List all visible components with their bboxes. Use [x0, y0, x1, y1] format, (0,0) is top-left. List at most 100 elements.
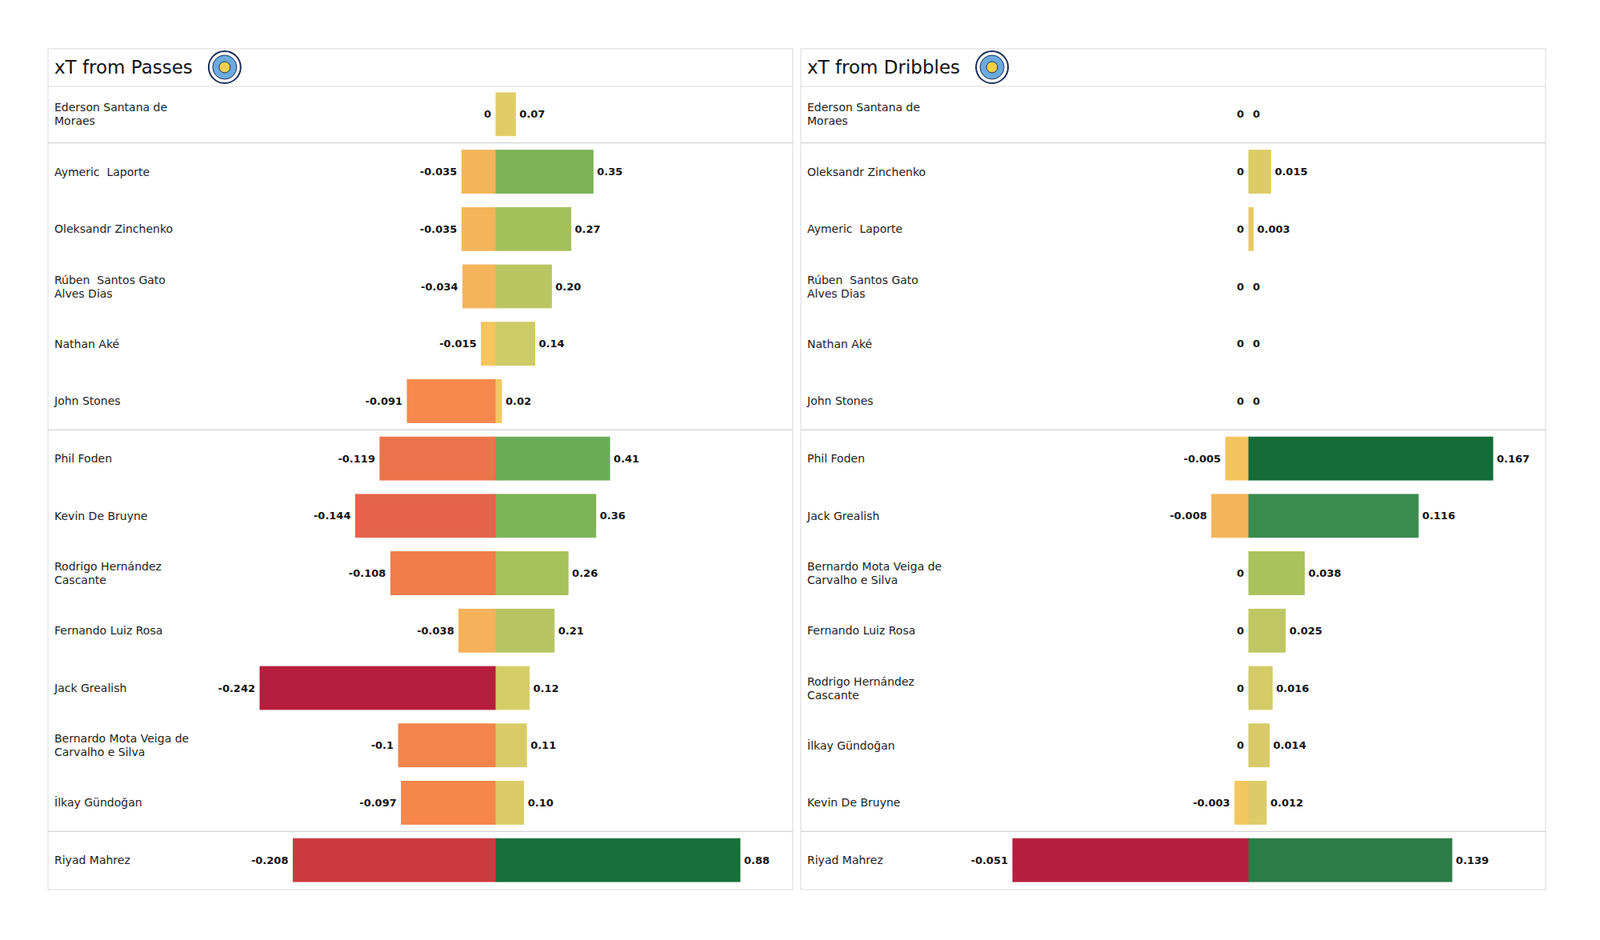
group-divider	[48, 429, 793, 431]
bar	[496, 838, 740, 882]
data-label: 0	[1236, 682, 1244, 695]
category-label: Bernardo Mota Veiga deCarvalho e Silva	[54, 732, 189, 759]
group-divider	[48, 831, 793, 832]
category-label-line: Kevin De Bruyne	[807, 796, 900, 809]
data-label: -0.035	[420, 223, 458, 236]
category-label: Aymeric Laporte	[54, 165, 150, 179]
category-label: Nathan Aké	[54, 337, 120, 351]
data-label: 0	[1236, 108, 1244, 120]
category-label-line: Rodrigo Hernández	[807, 675, 915, 688]
data-labels: 000000-0.005-0.0080000-0.003-0.05100.015…	[970, 108, 1530, 866]
data-label: 0.012	[1270, 796, 1304, 809]
bar	[1248, 92, 1250, 136]
data-label: 0	[1236, 337, 1244, 350]
category-label-line: Ederson Santana de	[807, 100, 920, 114]
data-label: 0	[1252, 395, 1260, 408]
category-label-line: Riyad Mahrez	[807, 853, 884, 867]
group-divider	[48, 142, 793, 144]
category-label-line: Nathan Aké	[54, 337, 120, 351]
data-label: 0.35	[596, 165, 623, 178]
bar	[496, 552, 568, 596]
bar	[260, 666, 496, 710]
bar	[1248, 380, 1250, 424]
bar	[461, 150, 496, 194]
category-label-line: Rúben Santos Gato	[807, 273, 919, 287]
title-divider	[800, 86, 1546, 88]
category-label: İlkay Gündoğan	[54, 795, 143, 809]
category-label: Oleksandr Zinchenko	[54, 222, 173, 236]
category-label: Phil Foden	[54, 452, 112, 465]
bar	[1248, 838, 1452, 882]
club-crest	[976, 51, 1008, 84]
title-divider	[48, 86, 793, 88]
category-label-line: Jack Grealish	[806, 509, 880, 523]
crest-core	[212, 55, 237, 80]
category-label-line: Aymeric Laporte	[807, 222, 903, 236]
category-label-line: Bernardo Mota Veiga de	[807, 560, 942, 573]
bar	[496, 150, 593, 194]
data-label: 0.10	[528, 796, 554, 809]
bar	[496, 92, 516, 136]
bar	[496, 436, 610, 480]
data-label: 0.014	[1273, 739, 1307, 752]
data-label: -0.038	[416, 624, 455, 637]
bar	[496, 608, 555, 652]
chart-title: xT from Passes	[54, 56, 193, 78]
category-label-line: Aymeric Laporte	[54, 165, 150, 179]
bar	[496, 264, 552, 308]
data-label: -0.035	[420, 165, 458, 178]
data-label: 0.26	[572, 567, 598, 580]
category-label-line: Oleksandr Zinchenko	[54, 222, 173, 236]
category-label-line: John Stones	[806, 394, 874, 408]
category-label-line: İlkay Gündoğan	[807, 738, 896, 752]
bar	[1248, 380, 1250, 424]
bar	[355, 494, 496, 538]
category-label: Riyad Mahrez	[807, 853, 884, 867]
category-label-line: Carvalho e Silva	[807, 573, 898, 587]
category-label: Nathan Aké	[807, 337, 872, 351]
category-label: Rúben Santos GatoAlves Dias	[54, 273, 166, 300]
category-label-line: Rúben Santos Gato	[54, 273, 166, 287]
crest-core	[980, 55, 1004, 80]
group-divider	[800, 142, 1546, 144]
bar	[1248, 92, 1250, 136]
bar	[1212, 494, 1249, 538]
data-label: 0	[1236, 567, 1244, 580]
data-label: 0	[1252, 280, 1260, 293]
bar	[1248, 552, 1304, 596]
crest-ring	[976, 51, 1008, 84]
category-label-line: İlkay Gündoğan	[54, 795, 143, 809]
panel: xT from DribblesEderson Santana deMoraes…	[800, 48, 1546, 890]
bar	[496, 207, 572, 251]
category-label: İlkay Gündoğan	[807, 738, 896, 752]
data-label: 0	[1236, 624, 1244, 637]
category-label: Kevin De Bruyne	[54, 509, 148, 523]
panel-frame	[800, 48, 1546, 890]
bars	[260, 92, 740, 882]
data-label: 0.015	[1274, 165, 1308, 178]
bar	[1248, 264, 1250, 308]
category-label: Jack Grealish	[806, 509, 880, 523]
bar	[1248, 322, 1250, 366]
category-label-line: Riyad Mahrez	[54, 853, 131, 867]
bar	[481, 322, 496, 366]
data-label: 0.167	[1496, 452, 1530, 465]
group-divider	[800, 429, 1546, 431]
bar	[496, 781, 524, 825]
category-label-line: Cascante	[54, 573, 107, 587]
category-label-line: Bernardo Mota Veiga de	[54, 732, 189, 745]
category-label: Rúben Santos GatoAlves Dias	[807, 273, 919, 300]
category-label: John Stones	[53, 394, 121, 408]
group-divider	[800, 831, 1546, 832]
category-label-line: Moraes	[54, 114, 96, 128]
crest-center	[219, 61, 231, 73]
category-label-line: Moraes	[807, 114, 848, 128]
data-label: 0.88	[744, 854, 770, 867]
data-label: -0.005	[1184, 452, 1222, 465]
data-label: -0.1	[371, 739, 394, 752]
bar	[459, 608, 496, 652]
data-label: 0	[1236, 223, 1244, 236]
data-label: -0.208	[251, 854, 289, 867]
canvas: xT from PassesEderson Santana deMoraesAy…	[0, 0, 1600, 940]
panel: xT from PassesEderson Santana deMoraesAy…	[48, 48, 793, 890]
